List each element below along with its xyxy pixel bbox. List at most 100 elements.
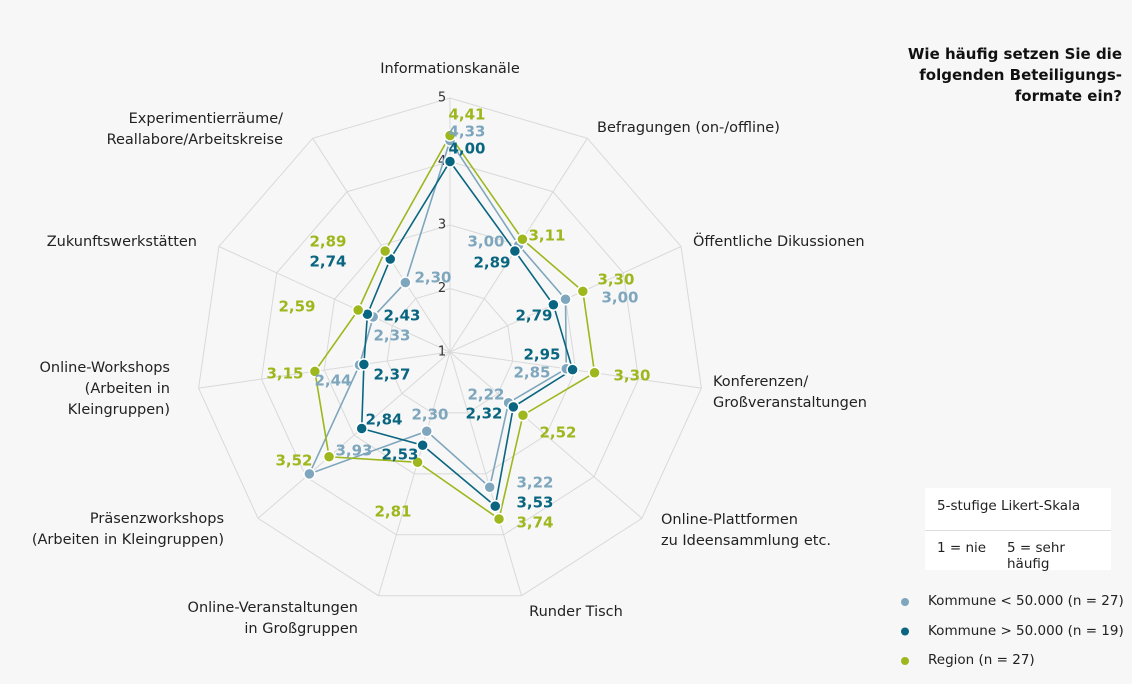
value-label: 2,81 [374,503,411,521]
value-label: 2,33 [373,327,410,345]
data-point [483,481,496,494]
category-label: Präsenzworkshops (Arbeiten in Kleingrupp… [31,511,224,548]
value-label: 2,95 [523,346,560,364]
data-point [378,244,392,258]
series-line [314,133,596,521]
data-point [566,363,579,376]
scale-box: 5-stufige Likert-Skala 1 = nie 5 = sehr … [925,488,1111,572]
data-point [516,233,529,246]
value-label: 2,53 [381,446,418,464]
data-point [559,292,572,306]
data-point [576,285,590,298]
data-point [399,276,412,289]
legend-marker [901,657,909,665]
value-label: 4,00 [448,140,485,158]
value-label: 2,30 [414,269,451,287]
value-label: 2,22 [467,386,504,404]
category-label: Konferenzen/ Großveranstaltungen [713,374,867,411]
data-point [351,303,365,317]
data-point [308,365,322,378]
divider [925,530,1111,531]
legend-marker [901,627,909,636]
data-point [588,366,601,380]
data-point [322,450,336,464]
spoke [198,351,451,389]
value-label: 2,89 [309,233,346,251]
series-line [307,138,568,489]
value-label: 2,37 [373,366,410,384]
legend-label: Kommune < 50.000 (n = 27) [928,593,1124,609]
value-label: 3,74 [516,514,553,532]
legend-marker [901,598,909,606]
category-label: Zukunftswerkstätten [46,234,197,250]
spoke [218,246,451,353]
spoke [377,351,451,596]
data-point [357,358,371,371]
scale-low: 1 = nie [937,540,987,556]
data-point [508,244,522,258]
category-label: Runder Tisch [529,604,623,620]
value-label: 2,52 [539,424,576,442]
chart-title: Wie häufig setzen Sie die folgenden Bete… [907,45,1122,105]
value-label: 3,15 [266,365,303,383]
grid-ring [386,287,514,414]
tick-label: 3 [438,218,446,233]
value-label: 3,00 [601,289,638,307]
data-point [420,424,433,438]
value-label: 3,22 [516,474,553,492]
value-label: 3,30 [613,367,650,385]
data-point [492,512,506,526]
tick-label: 5 [438,91,446,106]
value-label: 3,52 [275,452,312,470]
data-point [411,456,424,469]
value-label: 3,30 [597,271,634,289]
grid-ring [260,160,640,536]
value-label: 2,43 [383,307,420,325]
category-label: Befragungen (on-/offline) [597,120,780,136]
data-point [303,467,316,481]
category-label: Öffentliche Dikussionen [693,234,865,250]
value-label: 2,89 [473,254,510,272]
value-label: 2,79 [515,307,552,325]
data-point [516,408,530,422]
spoke [312,138,451,353]
value-label: 2,32 [465,405,502,423]
value-label: 2,84 [365,411,402,429]
data-point [443,129,457,142]
value-label: 3,93 [335,442,372,460]
spoke [449,351,643,519]
data-point [355,422,368,435]
value-label: 2,59 [278,298,315,316]
data-point [547,298,560,312]
data-point [489,499,502,513]
data-point [443,155,457,168]
grid-ring [198,97,702,597]
scale-high: 5 = sehr häufig [1007,540,1065,572]
value-label: 3,53 [516,494,553,512]
value-label: 2,44 [314,372,351,390]
tick-label: 4 [438,154,446,169]
category-label: Experimentierräume/ Reallabore/Arbeitskr… [106,111,283,148]
legend-label: Kommune > 50.000 (n = 19) [928,622,1124,639]
scale-note: 5-stufige Likert-Skala [937,498,1081,514]
spoke [257,351,451,519]
data-point [507,400,520,414]
category-label: Informationskanäle [380,61,520,77]
value-label: 2,74 [309,253,346,271]
value-label: 4,41 [448,106,485,124]
legend-label: Region (n = 27) [928,652,1035,668]
value-label: 3,00 [467,233,504,251]
spoke [449,351,523,596]
value-label: 2,30 [411,406,448,424]
category-label: Online-Plattformen zu Ideensammlung etc. [661,512,832,549]
value-label: 4,33 [448,123,485,141]
series-line [360,160,574,508]
category-label: Online-Veranstaltungen in Großgruppen [187,600,358,637]
data-point [416,438,429,452]
tick-label: 1 [438,345,446,360]
category-label: Online-Workshops (Arbeiten in Kleingrupp… [39,360,170,418]
value-label: 3,11 [528,227,565,245]
tick-label: 2 [438,281,446,296]
